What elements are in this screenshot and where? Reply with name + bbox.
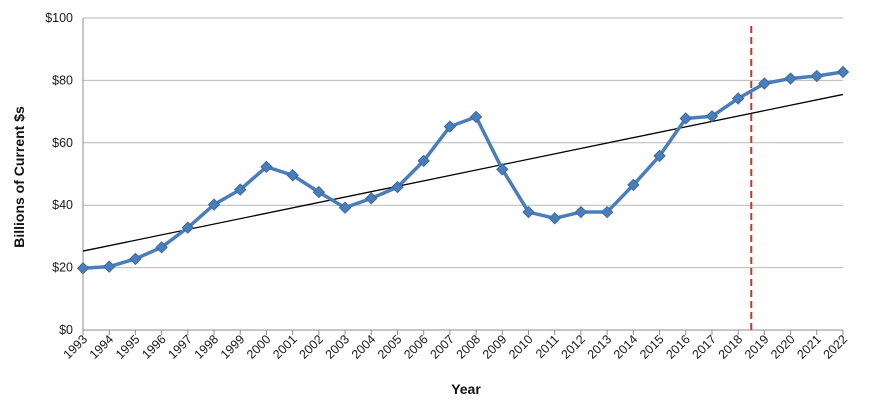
x-tick-label: 2007 (427, 332, 457, 362)
x-tick-label: 2019 (742, 332, 772, 362)
data-point-marker (155, 241, 168, 254)
data-point-marker (653, 149, 666, 163)
data-point-marker (836, 65, 850, 79)
data-point-marker (679, 112, 692, 125)
x-tick-label: 2016 (663, 332, 693, 362)
x-tick-label: 2022 (821, 332, 851, 362)
x-tick-label: 2015 (637, 332, 667, 362)
x-tick-label: 2009 (480, 332, 510, 362)
data-point-marker (312, 185, 326, 199)
linear-trendline (82, 93, 844, 252)
data-point-marker (548, 212, 561, 225)
data-point-marker (784, 72, 797, 85)
y-axis-title: Billions of Current $s (11, 106, 27, 248)
y-tick-label: $80 (52, 73, 73, 87)
y-tick-label: $40 (52, 198, 73, 212)
series-markers (76, 65, 850, 275)
x-tick-label: 2003 (323, 332, 353, 362)
gridlines (82, 17, 844, 335)
x-tick-label: 2000 (244, 332, 274, 362)
data-point-marker (417, 154, 430, 168)
x-tick-label: 2014 (611, 332, 641, 362)
x-tick-label: 2010 (506, 332, 536, 362)
data-point-marker (391, 180, 404, 194)
data-point-marker (627, 178, 640, 192)
data-point-marker (102, 260, 116, 273)
data-point-marker (443, 120, 457, 133)
x-tick-label: 2008 (454, 332, 484, 362)
data-point-marker (181, 221, 195, 234)
series-line (82, 70, 844, 270)
x-tick-label: 1994 (87, 332, 117, 362)
x-axis-title: Year (451, 381, 481, 397)
x-tick-label: 2002 (296, 332, 326, 362)
data-point-marker (338, 201, 352, 214)
y-tick-label: $100 (45, 11, 73, 25)
data-point-marker (522, 205, 535, 219)
data-point-marker (469, 110, 483, 124)
x-tick-label: 2005 (375, 332, 405, 362)
data-point-marker (574, 205, 588, 219)
y-tick-label: $0 (59, 323, 73, 337)
x-tick-label: 1995 (113, 332, 143, 362)
x-axis-tick-labels: 1993199419951996199719981999200020012002… (61, 332, 851, 362)
x-tick-label: 1997 (165, 332, 195, 362)
data-point-marker (731, 92, 745, 105)
x-tick-label: 2013 (585, 332, 615, 362)
x-tick-label: 2020 (768, 332, 798, 362)
x-tick-label: 2011 (533, 332, 562, 361)
data-point-marker (705, 110, 719, 123)
data-point-marker (234, 183, 247, 196)
x-tick-label: 1998 (192, 332, 222, 362)
y-tick-label: $60 (52, 136, 73, 150)
data-point-marker (286, 169, 299, 182)
trendline (82, 93, 844, 252)
data-point-marker (76, 262, 90, 275)
x-tick-label: 1999 (218, 332, 248, 362)
x-tick-label: 2004 (349, 332, 379, 362)
data-point-marker (758, 77, 771, 90)
data-point-marker (207, 198, 221, 211)
x-tick-label: 2021 (794, 332, 824, 362)
x-tick-label: 2006 (401, 332, 431, 362)
x-tick-label: 1996 (139, 332, 169, 362)
data-point-marker (260, 160, 273, 174)
data-point-marker (600, 205, 614, 219)
series-polyline (82, 70, 844, 270)
data-point-marker (496, 163, 509, 176)
x-tick-label: 2018 (716, 332, 746, 362)
y-tick-label: $20 (52, 261, 73, 275)
data-point-marker (365, 192, 378, 205)
y-axis-tick-labels: $0 $20 $40 $60 $80 $100 (45, 11, 73, 337)
data-point-marker (810, 69, 824, 83)
x-tick-label: 2001 (270, 332, 300, 362)
x-tick-label: 2017 (690, 332, 720, 362)
data-point-marker (129, 252, 142, 266)
x-tick-label: 2012 (558, 332, 588, 362)
